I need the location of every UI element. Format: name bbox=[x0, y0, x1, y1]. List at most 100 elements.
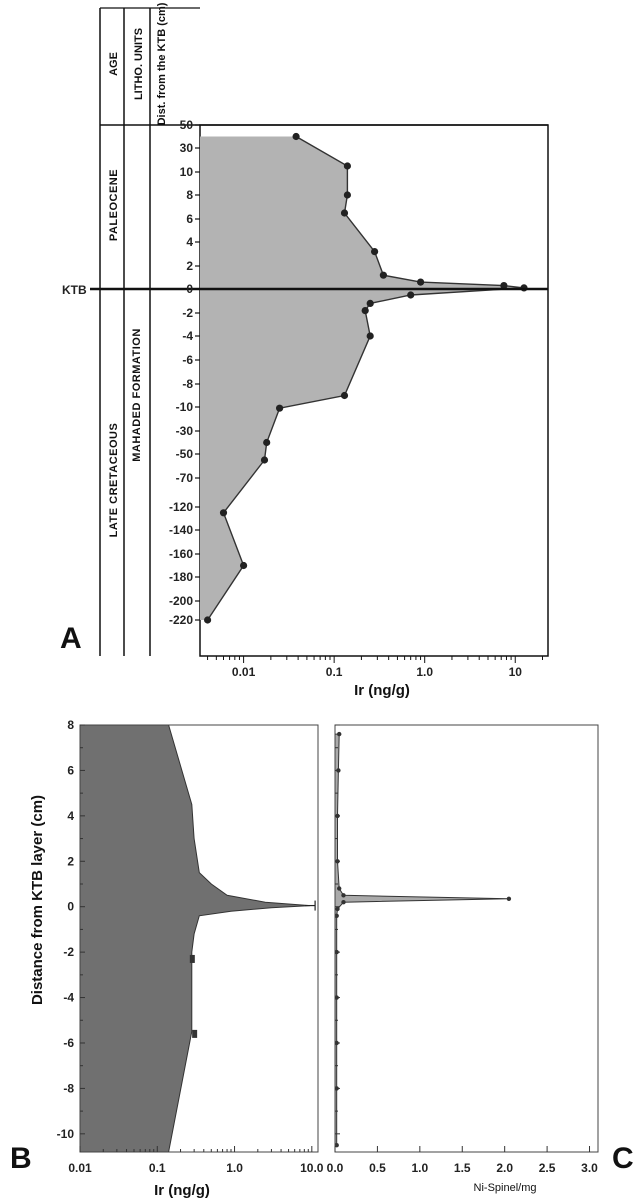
panel-letter-c: C bbox=[612, 1142, 634, 1175]
ir-marker bbox=[192, 1029, 198, 1038]
panel-a-x-label: Ir (ng/g) bbox=[354, 682, 410, 699]
panel-c-plot: 0.0 0.5 1.0 1.5 2.0 2.5 3.0 bbox=[327, 724, 599, 1175]
y-tick-label: -50 bbox=[176, 447, 194, 461]
panel-c-x-label: Ni-Spinel/mg bbox=[474, 1182, 537, 1194]
panel-letter-b: B bbox=[10, 1142, 32, 1175]
ir-marker bbox=[292, 132, 300, 141]
panel-b: 8 6 4 2 0 -2 -4 -6 -8 -10 0.01 0.1 1.0 10.0 Distance … bbox=[10, 718, 324, 1199]
litho-header: LITHO. UNITS bbox=[133, 28, 145, 100]
y-tick-label: -30 bbox=[176, 424, 194, 438]
y-tick-label: -70 bbox=[176, 471, 194, 485]
y-tick-label: 4 bbox=[186, 235, 193, 249]
y-tick-label: -2 bbox=[182, 306, 193, 320]
ir-marker bbox=[366, 332, 374, 340]
x-tick-label: 3.0 bbox=[581, 1161, 598, 1175]
y-tick-label: 6 bbox=[67, 763, 74, 777]
y-tick-label: 0 bbox=[67, 900, 74, 914]
y-tick-label: 6 bbox=[186, 212, 193, 226]
ir-marker bbox=[343, 162, 351, 170]
ir-marker bbox=[343, 191, 351, 199]
litho-lower-label: MAHADED FORMATION bbox=[131, 328, 143, 462]
x-tick-label: 1.0 bbox=[416, 665, 433, 679]
panel-b-y-label: Distance from KTB layer (cm) bbox=[29, 795, 46, 1005]
y-tick-label: 50 bbox=[180, 118, 194, 132]
spinel-area bbox=[334, 733, 509, 1146]
dist-header: Dist. from the KTB (cm) bbox=[156, 2, 168, 125]
y-tick-label: -10 bbox=[176, 400, 194, 414]
y-tick-label: -160 bbox=[169, 547, 193, 561]
panel-a-plot: 50 30 10 8 6 4 2 0 -2 -4 -6 -8 -10 -30 -50 -70 -120 -140 -… bbox=[90, 118, 549, 679]
ir-marker bbox=[417, 278, 425, 286]
panel-letter-a: A bbox=[60, 622, 82, 655]
ir-marker bbox=[240, 561, 248, 570]
ir-marker bbox=[340, 209, 349, 217]
x-tick-label: 10.0 bbox=[300, 1161, 324, 1175]
ir-marker bbox=[189, 954, 195, 963]
spinel-marker bbox=[506, 896, 512, 901]
y-tick-label: -120 bbox=[169, 500, 193, 514]
y-tick-label: -6 bbox=[63, 1036, 74, 1050]
y-tick-label: -220 bbox=[169, 613, 193, 627]
ir-marker bbox=[340, 391, 349, 400]
panel-b-plot: 8 6 4 2 0 -2 -4 -6 -8 -10 0.01 0.1 1.0 10.0 bbox=[57, 718, 324, 1175]
ktb-label: KTB bbox=[62, 283, 87, 297]
y-tick-label: -8 bbox=[63, 1081, 74, 1095]
y-tick-label: 4 bbox=[67, 809, 74, 823]
spinel-marker bbox=[334, 913, 339, 918]
ir-marker bbox=[219, 509, 228, 517]
y-tick-label: -10 bbox=[57, 1127, 75, 1141]
ir-area bbox=[79, 724, 311, 1153]
y-tick-label: -2 bbox=[63, 945, 74, 959]
ir-marker bbox=[371, 248, 379, 256]
y-tick-label: 8 bbox=[186, 188, 193, 202]
x-tick-label: 0.0 bbox=[327, 1161, 344, 1175]
plot-frame bbox=[334, 724, 599, 1153]
x-tick-label: 2.0 bbox=[496, 1161, 513, 1175]
x-tick-label: 0.5 bbox=[369, 1161, 386, 1175]
ir-area bbox=[200, 136, 524, 620]
plot-frame bbox=[79, 724, 319, 1153]
age-lower-label: LATE CRETACEOUS bbox=[108, 423, 120, 538]
x-tick-label: 0.1 bbox=[326, 665, 343, 679]
y-tick-label: 2 bbox=[186, 259, 193, 273]
spinel-marker bbox=[337, 886, 342, 891]
ir-marker bbox=[361, 307, 369, 315]
y-tick-label: -4 bbox=[182, 329, 193, 343]
spinel-marker bbox=[341, 900, 346, 905]
ir-marker bbox=[366, 299, 374, 307]
x-tick-label: 1.0 bbox=[226, 1161, 243, 1175]
panel-c: 0.0 0.5 1.0 1.5 2.0 2.5 3.0 Ni-Spinel/mg C bbox=[327, 724, 634, 1194]
spinel-marker bbox=[335, 906, 340, 912]
x-tick-label: 0.01 bbox=[232, 665, 256, 679]
x-tick-label: 0.1 bbox=[149, 1161, 166, 1175]
ir-marker bbox=[379, 271, 387, 279]
y-tick-label: -4 bbox=[63, 991, 74, 1005]
x-tick-label: 10 bbox=[509, 665, 523, 679]
y-tick-label: -6 bbox=[182, 353, 193, 367]
age-upper-label: PALEOCENE bbox=[108, 169, 120, 241]
panel-a: 50 30 10 8 6 4 2 0 -2 -4 -6 -8 -10 -30 -50 -70 -120 -140 -… bbox=[60, 2, 549, 699]
x-tick-label: 2.5 bbox=[539, 1161, 556, 1175]
ir-marker bbox=[204, 616, 212, 624]
ir-marker bbox=[407, 291, 415, 299]
x-tick-label: 1.5 bbox=[454, 1161, 471, 1175]
panel-b-x-label: Ir (ng/g) bbox=[154, 1182, 210, 1199]
x-tick-label: 0.01 bbox=[68, 1161, 92, 1175]
y-tick-label: 8 bbox=[67, 718, 74, 732]
spinel-marker bbox=[337, 731, 342, 737]
ir-marker bbox=[260, 456, 269, 464]
spinel-marker bbox=[334, 1143, 339, 1148]
y-tick-label: -180 bbox=[169, 570, 193, 584]
y-tick-label: 10 bbox=[180, 165, 194, 179]
y-tick-label: 30 bbox=[180, 141, 194, 155]
spinel-marker bbox=[341, 893, 346, 898]
y-tick-label: -200 bbox=[169, 594, 193, 608]
ir-marker bbox=[263, 438, 271, 447]
y-tick-label: 0 bbox=[186, 282, 193, 296]
x-tick-label: 1.0 bbox=[411, 1161, 428, 1175]
age-header: AGE bbox=[108, 52, 120, 76]
y-tick-label: -140 bbox=[169, 523, 193, 537]
ir-marker bbox=[500, 282, 508, 290]
y-tick-label: -8 bbox=[182, 377, 193, 391]
